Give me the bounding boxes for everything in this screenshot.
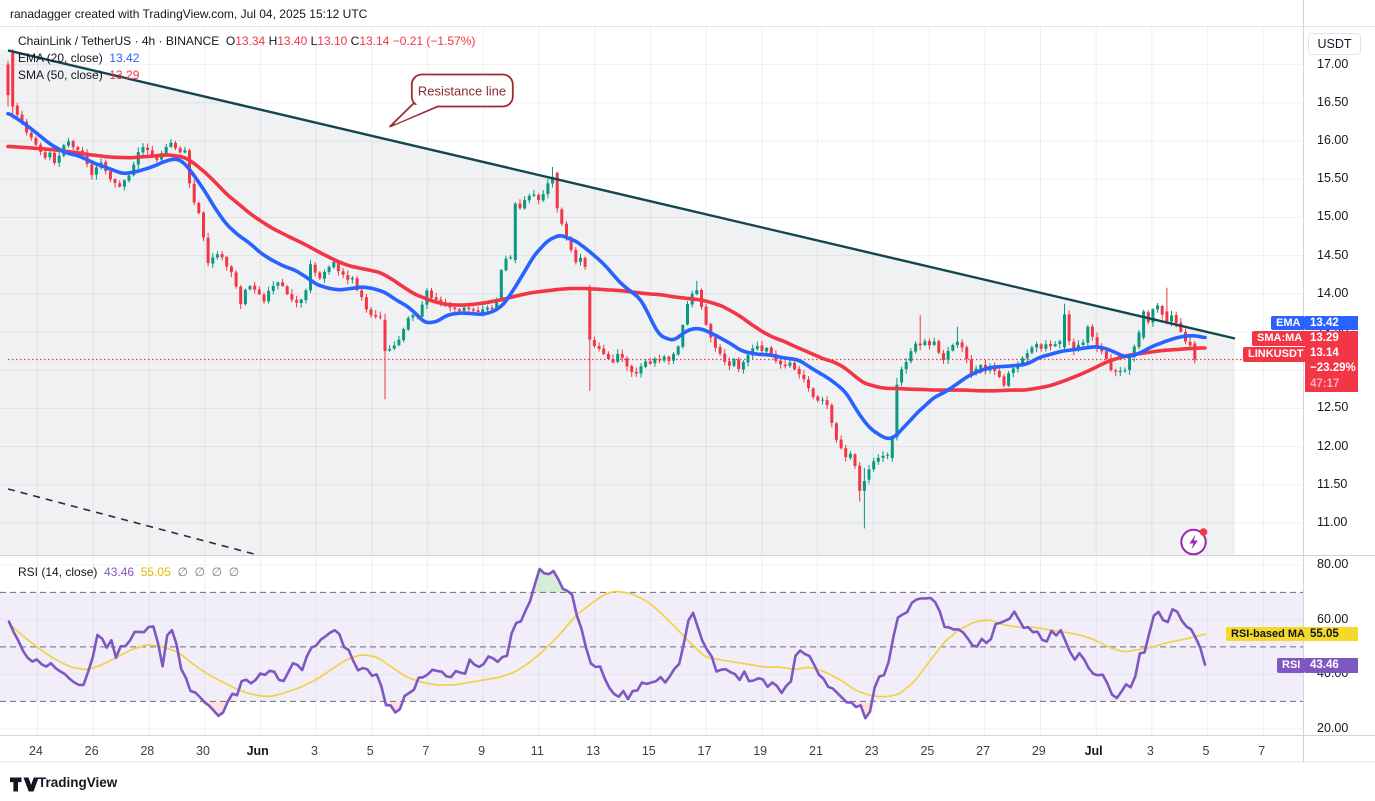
svg-text:Resistance line: Resistance line	[418, 84, 506, 99]
